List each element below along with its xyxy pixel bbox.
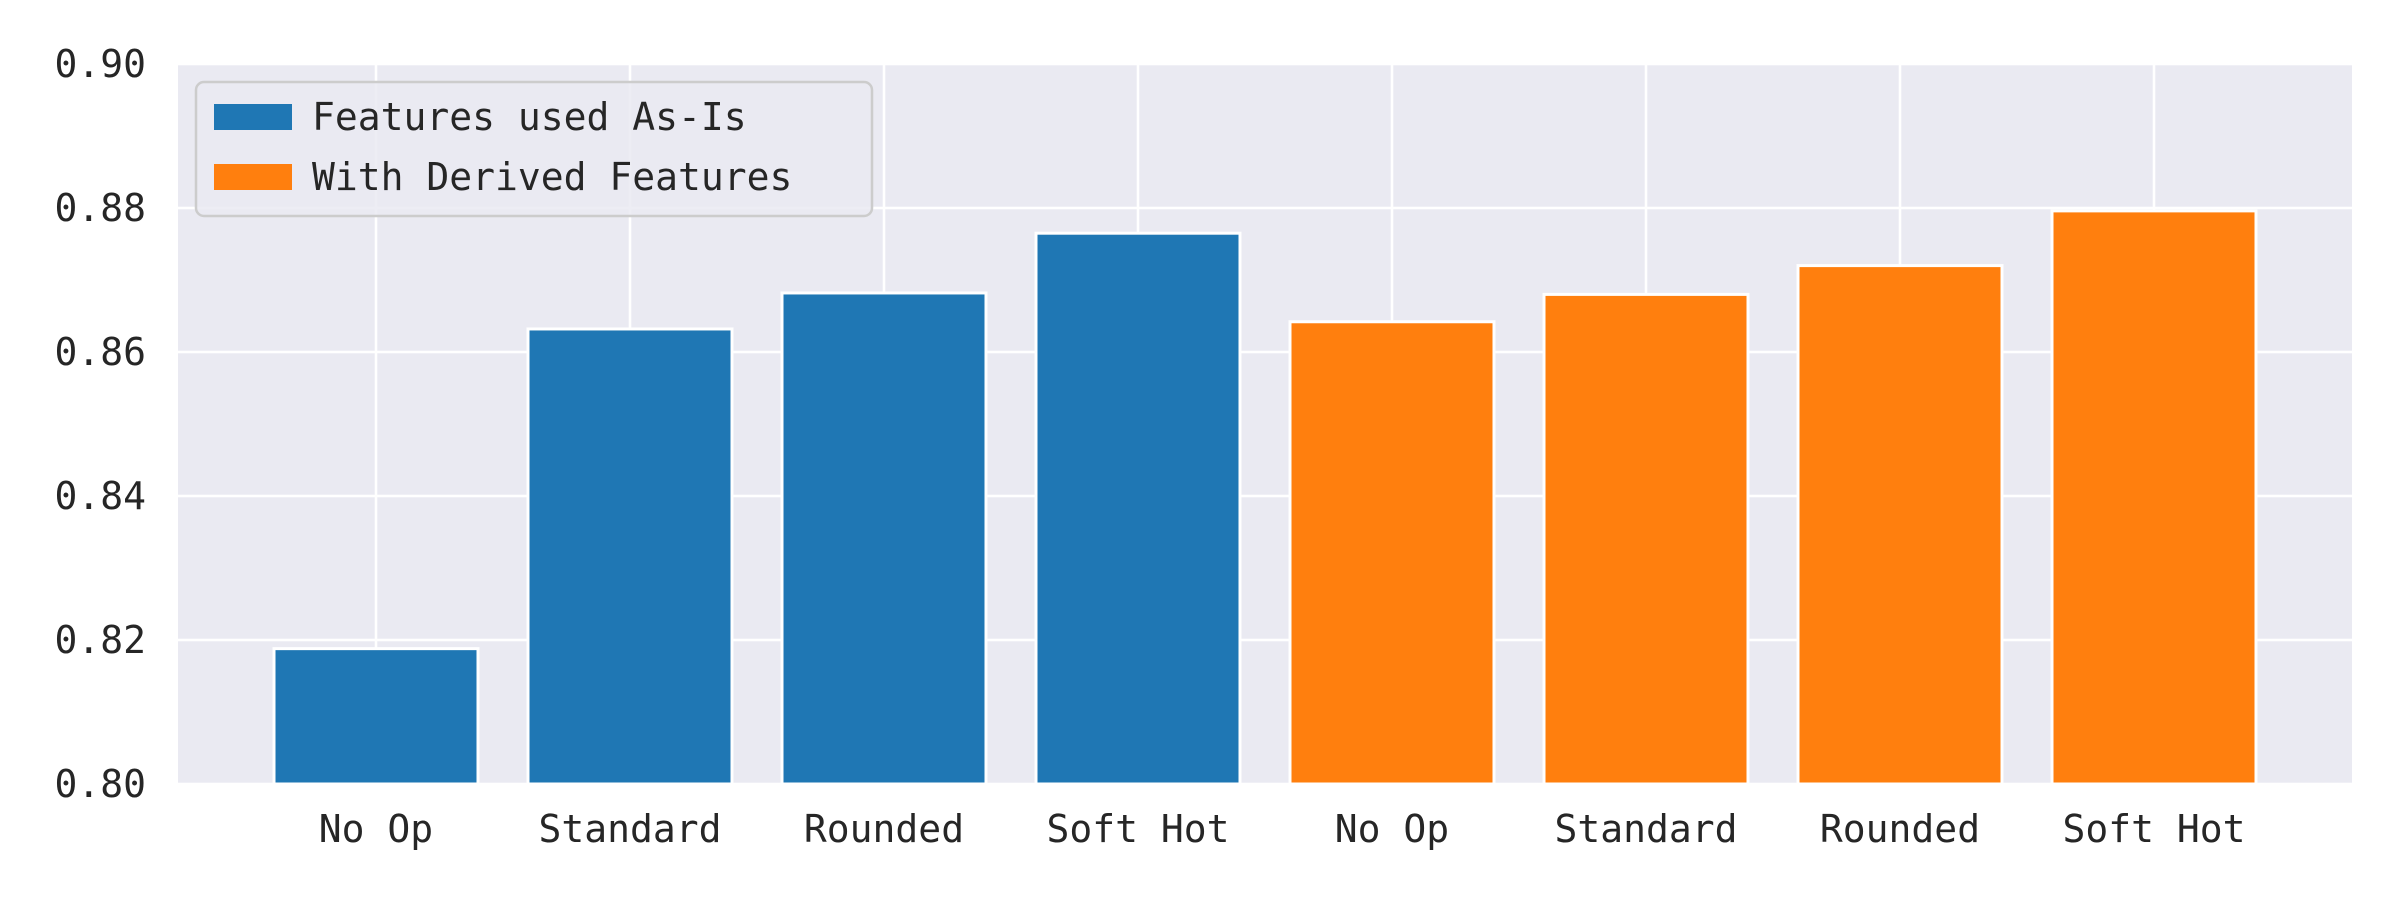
x-tick-label: Soft Hot — [2062, 807, 2245, 851]
legend-label: With Derived Features — [312, 155, 792, 199]
x-tick-label: Standard — [538, 807, 721, 851]
bar-as-is-soft-hot — [1034, 231, 1242, 786]
bar-as-is-no-op — [272, 647, 480, 786]
y-tick-label: 0.80 — [54, 762, 146, 806]
y-tick-label: 0.88 — [54, 186, 146, 230]
y-tick-label: 0.86 — [54, 330, 146, 374]
legend-box — [194, 80, 874, 218]
x-tick-label: No Op — [319, 807, 433, 851]
x-tick-label: Soft Hot — [1046, 807, 1229, 851]
x-tick-label: Rounded — [1820, 807, 1980, 851]
bar-as-is-rounded — [780, 291, 988, 786]
legend-swatch — [214, 164, 292, 190]
y-tick-label: 0.90 — [54, 42, 146, 86]
x-tick-label: No Op — [1335, 807, 1449, 851]
x-axis-tick-labels: No Op Standard Rounded Soft Hot No Op Standar… — [319, 807, 2246, 851]
x-tick-label: Standard — [1554, 807, 1737, 851]
bar-derived-rounded — [1796, 264, 2004, 786]
bars — [272, 209, 2258, 786]
bar-derived-no-op — [1288, 320, 1496, 786]
x-tick-label: Rounded — [804, 807, 964, 851]
bar-derived-soft-hot — [2050, 209, 2258, 786]
bar-derived-standard — [1542, 292, 1750, 786]
y-tick-label: 0.84 — [54, 474, 146, 518]
legend-label: Features used As-Is — [312, 95, 747, 139]
legend-swatch — [214, 104, 292, 130]
y-tick-label: 0.82 — [54, 618, 146, 662]
y-axis-tick-labels: 0.80 0.82 0.84 0.86 0.88 0.90 — [54, 42, 146, 806]
bar-as-is-standard — [526, 327, 734, 786]
legend: Features used As-Is With Derived Features — [194, 80, 874, 218]
